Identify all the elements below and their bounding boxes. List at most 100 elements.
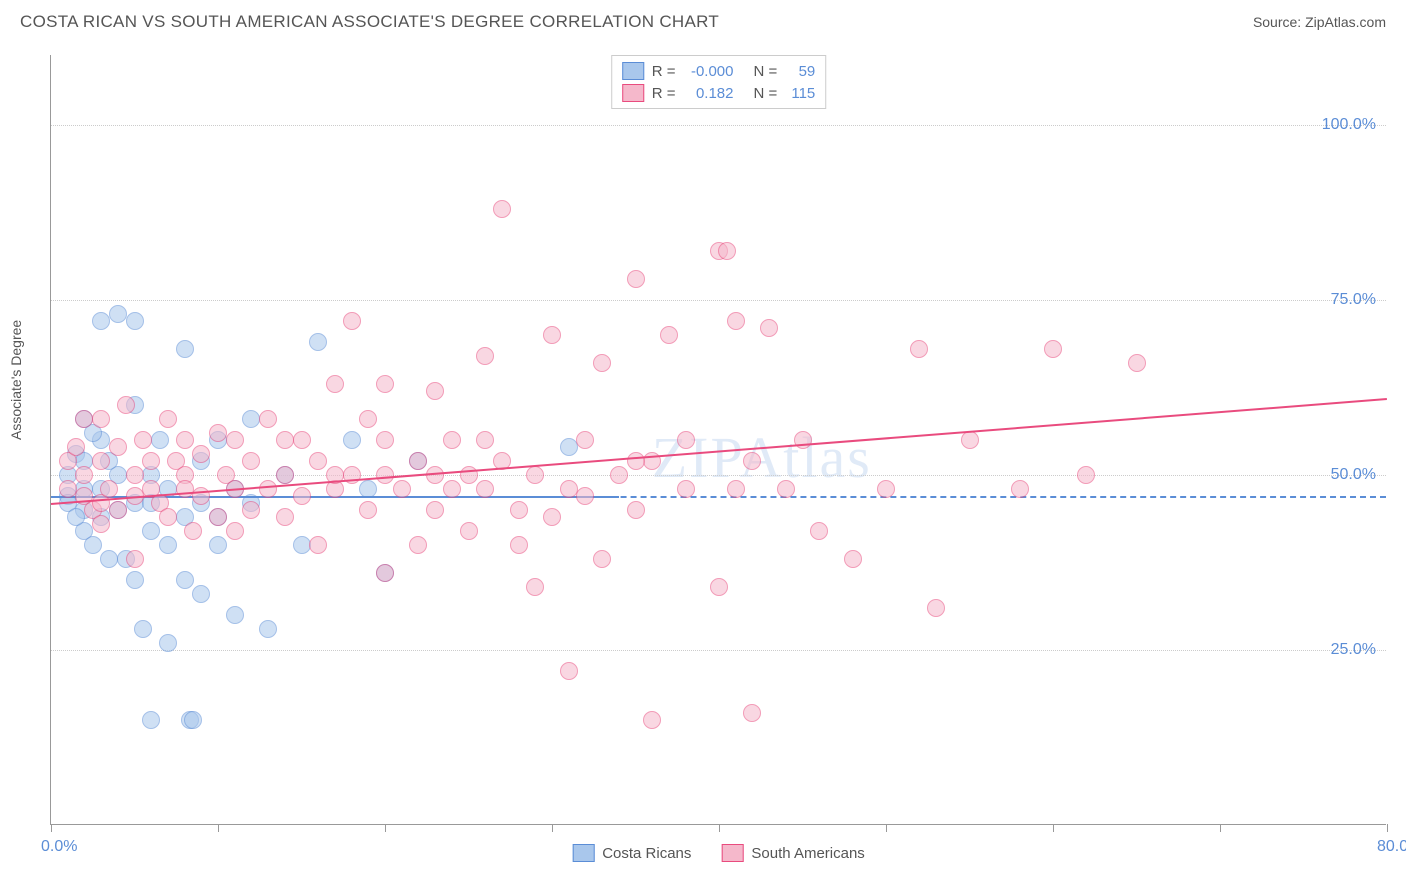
data-point [226, 522, 244, 540]
data-point [443, 431, 461, 449]
data-point [59, 480, 77, 498]
data-point [510, 536, 528, 554]
legend: Costa Ricans South Americans [572, 844, 865, 862]
data-point [142, 711, 160, 729]
data-point [593, 550, 611, 568]
scatter-chart: ZIPAtlas R = -0.000 N = 59 R = 0.182 N =… [50, 55, 1386, 825]
data-point [576, 487, 594, 505]
data-point [343, 312, 361, 330]
data-point [727, 480, 745, 498]
data-point [293, 431, 311, 449]
data-point [910, 340, 928, 358]
x-tick-label: 80.0% [1377, 838, 1406, 856]
data-point [560, 480, 578, 498]
data-point [610, 466, 628, 484]
r-label-1: R = [652, 63, 676, 80]
data-point [560, 662, 578, 680]
data-point [84, 536, 102, 554]
data-point [142, 452, 160, 470]
x-tick-label: 0.0% [41, 838, 77, 856]
legend-swatch-2 [721, 844, 743, 862]
data-point [176, 431, 194, 449]
data-point [627, 501, 645, 519]
data-point [242, 410, 260, 428]
data-point [593, 354, 611, 372]
data-point [209, 536, 227, 554]
data-point [100, 550, 118, 568]
data-point [476, 347, 494, 365]
data-point [75, 466, 93, 484]
data-point [92, 452, 110, 470]
data-point [226, 431, 244, 449]
data-point [343, 431, 361, 449]
data-point [409, 536, 427, 554]
data-point [376, 431, 394, 449]
swatch-costa-ricans [622, 62, 644, 80]
data-point [1011, 480, 1029, 498]
data-point [526, 578, 544, 596]
legend-label-1: Costa Ricans [602, 845, 691, 862]
data-point [92, 410, 110, 428]
data-point [184, 522, 202, 540]
x-tick [1053, 824, 1054, 832]
data-point [543, 508, 561, 526]
data-point [134, 431, 152, 449]
data-point [309, 333, 327, 351]
data-point [259, 410, 277, 428]
chart-source: Source: ZipAtlas.com [1253, 14, 1386, 30]
gridline [51, 650, 1386, 651]
data-point [710, 578, 728, 596]
data-point [159, 634, 177, 652]
data-point [259, 480, 277, 498]
data-point [476, 431, 494, 449]
x-tick [886, 824, 887, 832]
data-point [1044, 340, 1062, 358]
data-point [743, 704, 761, 722]
data-point [627, 270, 645, 288]
r-value-2: 0.182 [684, 85, 734, 102]
data-point [777, 480, 795, 498]
data-point [476, 480, 494, 498]
data-point [309, 452, 327, 470]
data-point [718, 242, 736, 260]
y-tick-label: 75.0% [1331, 291, 1376, 309]
data-point [560, 438, 578, 456]
data-point [134, 620, 152, 638]
y-axis-label: Associate's Degree [8, 320, 24, 440]
data-point [961, 431, 979, 449]
legend-item-2: South Americans [721, 844, 864, 862]
data-point [151, 431, 169, 449]
x-tick [218, 824, 219, 832]
data-point [526, 466, 544, 484]
data-point [109, 501, 127, 519]
data-point [126, 466, 144, 484]
data-point [142, 522, 160, 540]
data-point [510, 501, 528, 519]
data-point [1077, 466, 1095, 484]
data-point [727, 312, 745, 330]
data-point [877, 480, 895, 498]
data-point [426, 501, 444, 519]
data-point [67, 438, 85, 456]
stats-row-1: R = -0.000 N = 59 [622, 60, 816, 82]
n-value-2: 115 [785, 85, 815, 102]
data-point [159, 410, 177, 428]
legend-label-2: South Americans [751, 845, 864, 862]
x-tick [552, 824, 553, 832]
data-point [643, 711, 661, 729]
data-point [627, 452, 645, 470]
data-point [660, 326, 678, 344]
stats-row-2: R = 0.182 N = 115 [622, 82, 816, 104]
chart-title: COSTA RICAN VS SOUTH AMERICAN ASSOCIATE'… [20, 12, 719, 32]
data-point [242, 452, 260, 470]
n-value-1: 59 [785, 63, 815, 80]
data-point [192, 445, 210, 463]
r-value-1: -0.000 [684, 63, 734, 80]
x-tick [385, 824, 386, 832]
x-tick [51, 824, 52, 832]
data-point [326, 375, 344, 393]
data-point [259, 620, 277, 638]
data-point [844, 550, 862, 568]
data-point [309, 536, 327, 554]
r-label-2: R = [652, 85, 676, 102]
